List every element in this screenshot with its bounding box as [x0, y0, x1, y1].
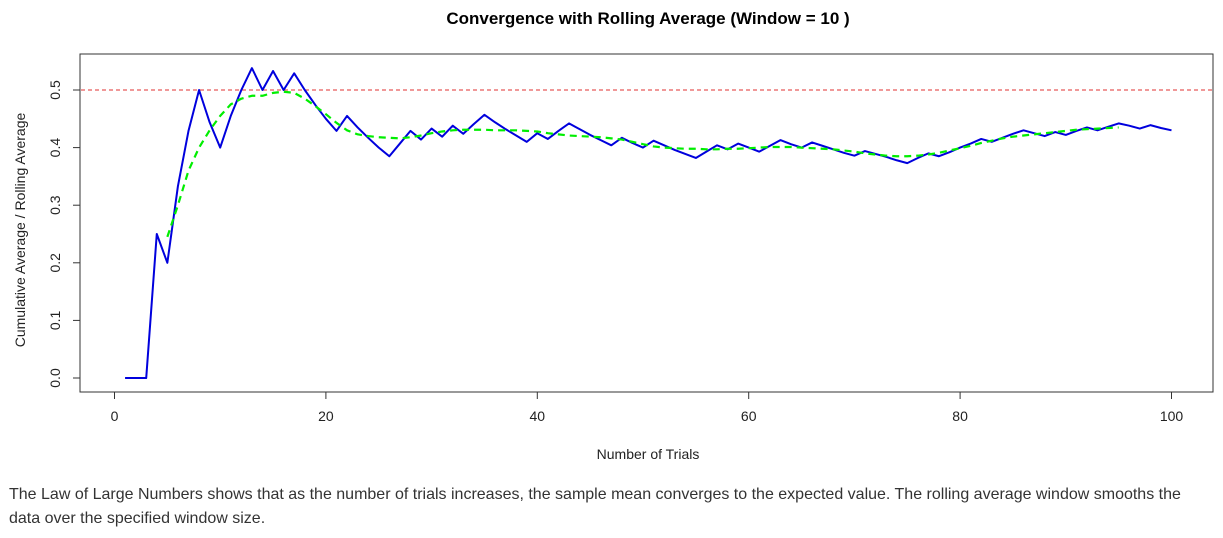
- cumulative-average-line: [125, 67, 1172, 379]
- y-tick-label: 0.3: [47, 195, 63, 215]
- y-tick-label: 0.5: [47, 80, 63, 100]
- y-tick-label: 0.4: [47, 138, 63, 158]
- y-tick-label: 0.1: [47, 310, 63, 330]
- x-axis-label: Number of Trials: [597, 446, 700, 462]
- y-tick-label: 0.2: [47, 253, 63, 273]
- rolling-average-line: [166, 90, 1119, 238]
- series-group: [125, 67, 1172, 379]
- x-axis: 0 20 40 60 80 100: [111, 391, 1184, 424]
- x-tick-label: 100: [1160, 408, 1184, 424]
- y-tick-label: 0.0: [47, 368, 63, 388]
- x-tick-label: 20: [318, 408, 334, 424]
- caption-text: The Law of Large Numbers shows that as t…: [9, 486, 1181, 527]
- x-tick-label: 0: [111, 408, 119, 424]
- chart-title: Convergence with Rolling Average (Window…: [446, 9, 849, 28]
- x-tick-label: 60: [741, 408, 757, 424]
- plot-frame: [79, 53, 1214, 393]
- convergence-chart: Convergence with Rolling Average (Window…: [12, 9, 1214, 462]
- x-tick-label: 40: [530, 408, 546, 424]
- y-axis-label: Cumulative Average / Rolling Average: [12, 113, 28, 348]
- y-axis: 0.0 0.1 0.2 0.3 0.4 0.5: [47, 80, 81, 388]
- x-tick-label: 80: [952, 408, 968, 424]
